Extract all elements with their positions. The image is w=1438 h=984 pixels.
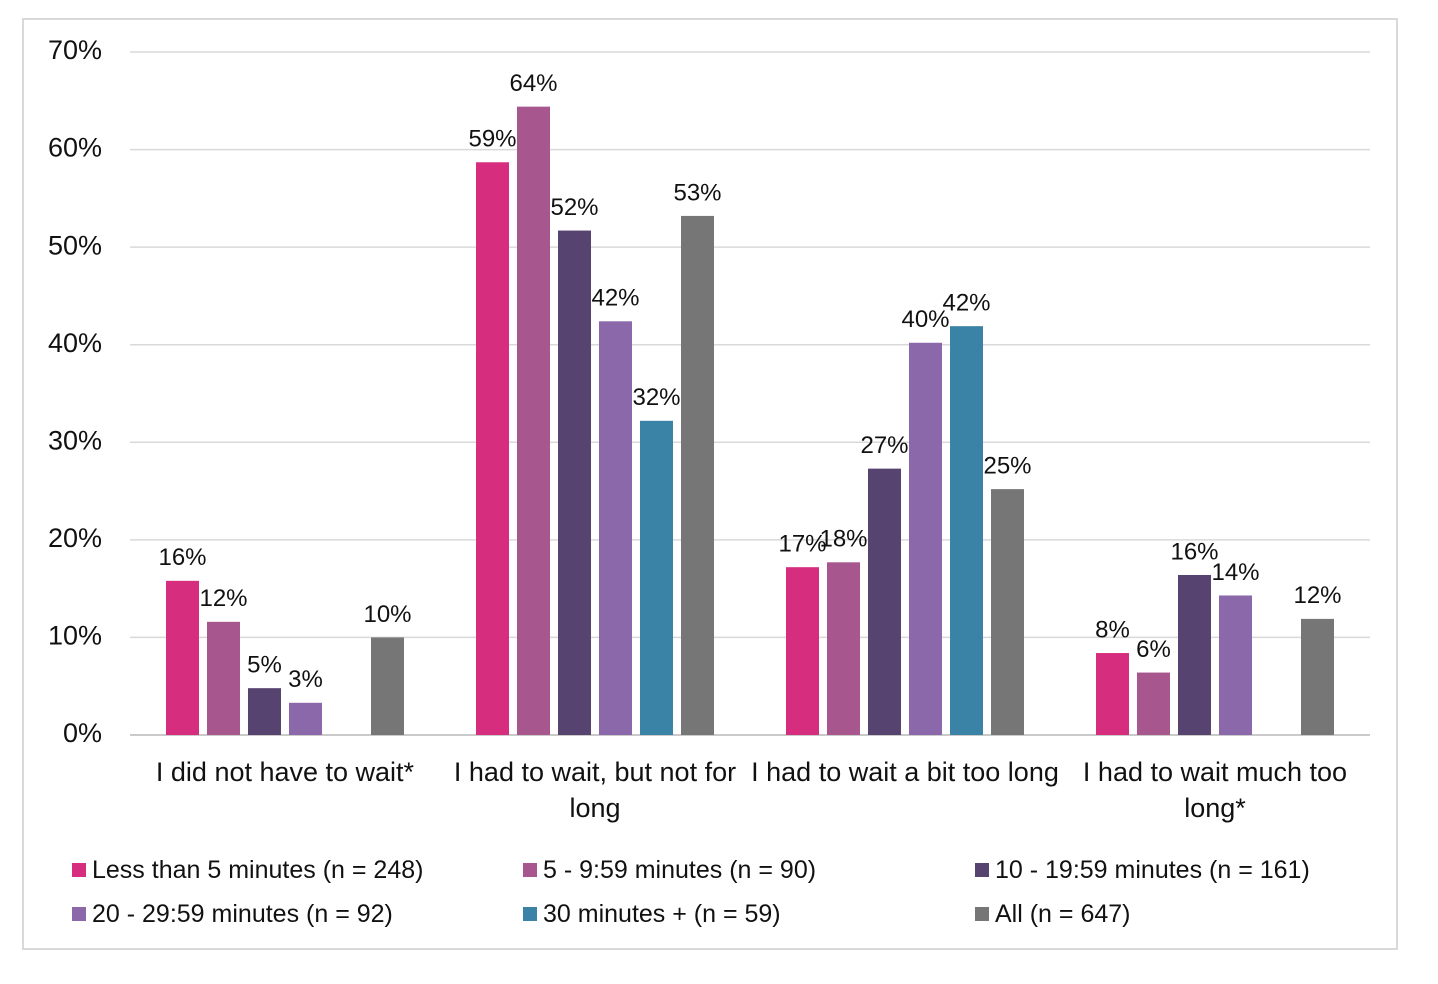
x-tick-label: I had to wait a bit too long: [751, 757, 1059, 787]
value-label: 27%: [860, 432, 908, 459]
bar: [1219, 595, 1252, 735]
value-label: 16%: [158, 544, 206, 571]
bar: [599, 321, 632, 735]
bar: [166, 580, 199, 735]
legend-label: 30 minutes + (n = 59): [543, 899, 781, 928]
legend-item: 20 - 29:59 minutes (n = 92): [72, 896, 523, 932]
bar: [1096, 653, 1129, 735]
bar: [207, 621, 240, 735]
value-label: 14%: [1211, 559, 1259, 586]
y-tick-label: 60%: [48, 133, 102, 163]
value-label: 18%: [819, 526, 867, 553]
value-label: 16%: [1170, 538, 1218, 565]
legend-item: 5 - 9:59 minutes (n = 90): [523, 852, 975, 888]
bar: [517, 106, 550, 735]
bar: [248, 688, 281, 735]
legend-label: 10 - 19:59 minutes (n = 161): [995, 855, 1310, 884]
y-tick-label: 70%: [48, 35, 102, 65]
legend-swatch: [72, 863, 86, 877]
bar: [827, 562, 860, 735]
bar: [909, 342, 942, 735]
y-tick-label: 40%: [48, 328, 102, 358]
value-label: 12%: [1293, 582, 1341, 609]
legend-swatch: [975, 907, 989, 921]
value-label: 40%: [901, 306, 949, 333]
bar: [371, 637, 404, 735]
legend-item: All (n = 647): [975, 896, 1395, 932]
bar: [1137, 672, 1170, 735]
legend-label: 5 - 9:59 minutes (n = 90): [543, 855, 817, 884]
x-tick-label: I did not have to wait*: [155, 757, 415, 787]
value-label: 59%: [468, 126, 516, 153]
x-tick-label: I had to wait much too long*: [1082, 757, 1348, 823]
value-label: 42%: [942, 290, 990, 317]
legend-swatch: [523, 907, 537, 921]
bar: [868, 468, 901, 735]
legend-swatch: [975, 863, 989, 877]
x-tick-label: I had to wait, but not for long: [453, 757, 737, 823]
value-label: 3%: [288, 666, 323, 693]
value-label: 8%: [1095, 616, 1130, 643]
y-tick-label: 10%: [48, 621, 102, 651]
legend-label: Less than 5 minutes (n = 248): [92, 855, 424, 884]
bar: [950, 326, 983, 735]
legend-item: 10 - 19:59 minutes (n = 161): [975, 852, 1395, 888]
bar: [476, 162, 509, 735]
value-label: 52%: [550, 194, 598, 221]
bar: [991, 489, 1024, 735]
value-label: 53%: [673, 179, 721, 206]
bar: [681, 215, 714, 736]
y-tick-label: 0%: [63, 718, 102, 748]
bar: [1178, 574, 1211, 735]
bar: [289, 702, 322, 735]
bar: [558, 230, 591, 735]
legend-label: 20 - 29:59 minutes (n = 92): [92, 899, 393, 928]
bar: [786, 567, 819, 735]
chart-border: [22, 18, 1398, 950]
value-label: 6%: [1136, 636, 1171, 663]
legend-item: 30 minutes + (n = 59): [523, 896, 975, 932]
value-label: 32%: [632, 384, 680, 411]
legend: Less than 5 minutes (n = 248) 5 - 9:59 mi…: [72, 852, 1392, 932]
value-label: 17%: [778, 531, 826, 558]
y-tick-label: 30%: [48, 425, 102, 455]
value-label: 5%: [247, 652, 282, 679]
y-tick-label: 20%: [48, 523, 102, 553]
value-label: 10%: [363, 601, 411, 628]
y-tick-label: 50%: [48, 230, 102, 260]
legend-swatch: [523, 863, 537, 877]
legend-label: All (n = 647): [995, 899, 1131, 928]
legend-item: Less than 5 minutes (n = 248): [72, 852, 523, 888]
bar: [1301, 618, 1334, 735]
value-label: 64%: [509, 70, 557, 97]
value-label: 25%: [983, 452, 1031, 479]
legend-swatch: [72, 907, 86, 921]
value-label: 42%: [591, 285, 639, 312]
bar: [640, 420, 673, 735]
value-label: 12%: [199, 585, 247, 612]
